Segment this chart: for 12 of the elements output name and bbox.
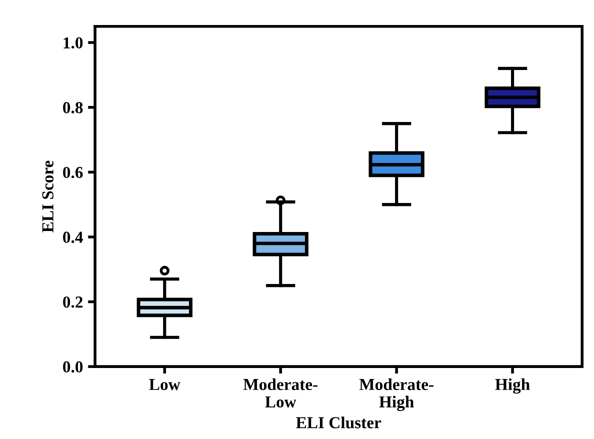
x-axis-title: ELI Cluster <box>296 416 382 428</box>
y-tick-label: 0.0 <box>63 361 83 373</box>
y-tick-label: 1.0 <box>64 37 83 49</box>
y-tick-label: 0.2 <box>63 296 83 308</box>
x-tick-label: Low <box>149 379 180 390</box>
y-tick-label: 0.4 <box>63 232 83 243</box>
x-tick-label: High <box>495 378 530 394</box>
y-axis-title: ELI Score <box>42 160 54 232</box>
y-tick-label: 0.8 <box>63 102 83 114</box>
x-tick-label: Moderate- Low <box>243 378 318 408</box>
x-tick-label: Moderate- High <box>359 378 434 412</box>
y-tick-label: 0.6 <box>63 166 83 178</box>
